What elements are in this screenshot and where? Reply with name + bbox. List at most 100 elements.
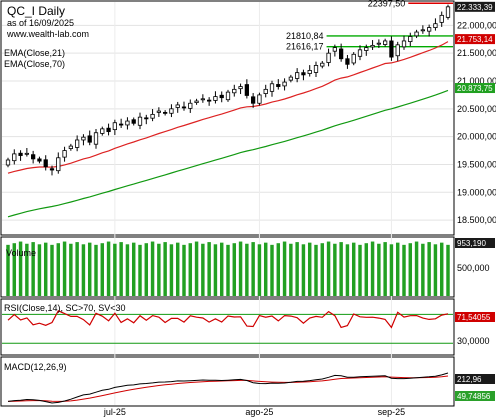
candle-body	[56, 157, 61, 172]
candle-body	[282, 81, 287, 87]
candle-body	[125, 120, 130, 126]
candle-body	[276, 84, 281, 87]
volume-bar	[12, 243, 17, 296]
volume-bar	[377, 243, 381, 296]
candle-body	[313, 65, 319, 73]
candle-body	[376, 42, 381, 45]
candle-body	[37, 158, 42, 162]
candle-body	[269, 83, 275, 92]
candle-body	[383, 40, 388, 45]
volume-bar	[31, 242, 35, 296]
volume-bar	[207, 242, 211, 296]
candle-body	[257, 94, 262, 104]
volume-tick-label: 500,000	[457, 263, 490, 273]
candle-body	[232, 88, 237, 94]
price-tick-label: 20.500,00	[457, 104, 496, 114]
volume-bar	[163, 242, 167, 296]
volume-bar	[345, 244, 350, 296]
rsi-last-tag	[455, 312, 495, 322]
candle-body	[357, 49, 363, 57]
volume-bar	[194, 241, 199, 296]
volume-bar	[289, 243, 293, 296]
candle-body	[207, 99, 212, 102]
volume-bars	[6, 241, 450, 296]
volume-bar	[182, 244, 186, 296]
candle-body	[156, 110, 161, 113]
candle-body	[18, 152, 23, 156]
candle-body	[188, 102, 193, 109]
volume-bar	[62, 241, 67, 296]
volume-bar	[314, 244, 318, 296]
candles	[5, 4, 451, 176]
volume-bar	[169, 244, 174, 296]
volume-last-label: 953,190	[457, 239, 486, 248]
volume-bar	[125, 244, 130, 296]
volume-bar	[232, 243, 237, 296]
candle-body	[75, 139, 80, 148]
macd-series	[7, 372, 449, 404]
volume-bar	[50, 244, 54, 296]
ema-lines	[7, 41, 449, 218]
price-tick-label: 19.500,00	[457, 159, 496, 169]
candle-body	[414, 31, 419, 37]
ema70-tag: 20.873,75	[457, 84, 493, 93]
volume-bar	[364, 243, 369, 296]
volume-bar	[56, 243, 61, 296]
candle-body	[244, 84, 249, 96]
candle-body	[137, 116, 143, 126]
volume-bar	[69, 243, 73, 296]
candle-body	[43, 159, 48, 168]
chart-title: QC_I Daily	[7, 4, 65, 18]
volume-bar	[295, 242, 299, 296]
volume-bar	[201, 243, 205, 296]
candle-body	[131, 119, 136, 124]
candle-body	[401, 40, 407, 48]
volume-bar	[150, 241, 155, 296]
candle-body	[68, 145, 73, 149]
candle-body	[181, 106, 187, 109]
price-tick-label: 22.000,00	[457, 20, 496, 30]
volume-bar	[414, 241, 419, 296]
candle-body	[175, 104, 180, 108]
volume-bar	[87, 242, 92, 296]
volume-last-tag	[455, 238, 495, 248]
time-grid	[114, 2, 392, 405]
candle-body	[389, 40, 394, 58]
rsi-label: RSI(Close,14), SC>70, SV<30	[4, 303, 126, 313]
candle-body	[219, 94, 224, 99]
macd-line	[7, 372, 449, 404]
volume-bar	[251, 242, 255, 296]
candle-body	[370, 44, 375, 48]
rsi-line	[7, 310, 449, 329]
candle-body	[169, 108, 174, 114]
rsi-panel-frame	[0, 298, 455, 356]
volume-bar	[358, 244, 362, 296]
macd-last-tag	[455, 374, 495, 384]
time-tick-label: sep-25	[378, 407, 406, 417]
candle-body	[31, 154, 36, 160]
level-label: 22397,50	[368, 0, 406, 8]
candle-body	[12, 153, 17, 162]
volume-bar	[320, 243, 325, 296]
candle-body	[49, 168, 55, 171]
price-tick-label: 20.000,00	[457, 132, 496, 142]
volume-bar	[326, 241, 331, 296]
candle-body	[119, 123, 124, 126]
volume-bar	[213, 244, 218, 296]
volume-bar	[270, 244, 274, 296]
last-close-tag-box	[455, 1, 495, 12]
candle-body	[332, 47, 337, 52]
candle-body	[62, 150, 67, 158]
candle-body	[445, 6, 451, 18]
volume-bar	[307, 242, 312, 296]
candle-body	[301, 72, 306, 76]
price-tick-label: 19.000,00	[457, 187, 496, 197]
candle-body	[427, 27, 432, 32]
macd-signal-tag	[455, 391, 495, 401]
ema70-label: EMA(Close,70)	[4, 59, 65, 69]
volume-bar	[100, 243, 105, 296]
ema21-label: EMA(Close,21)	[4, 48, 65, 58]
volume-bar	[226, 244, 230, 296]
volume-bar	[94, 244, 98, 296]
candle-body	[93, 132, 99, 145]
